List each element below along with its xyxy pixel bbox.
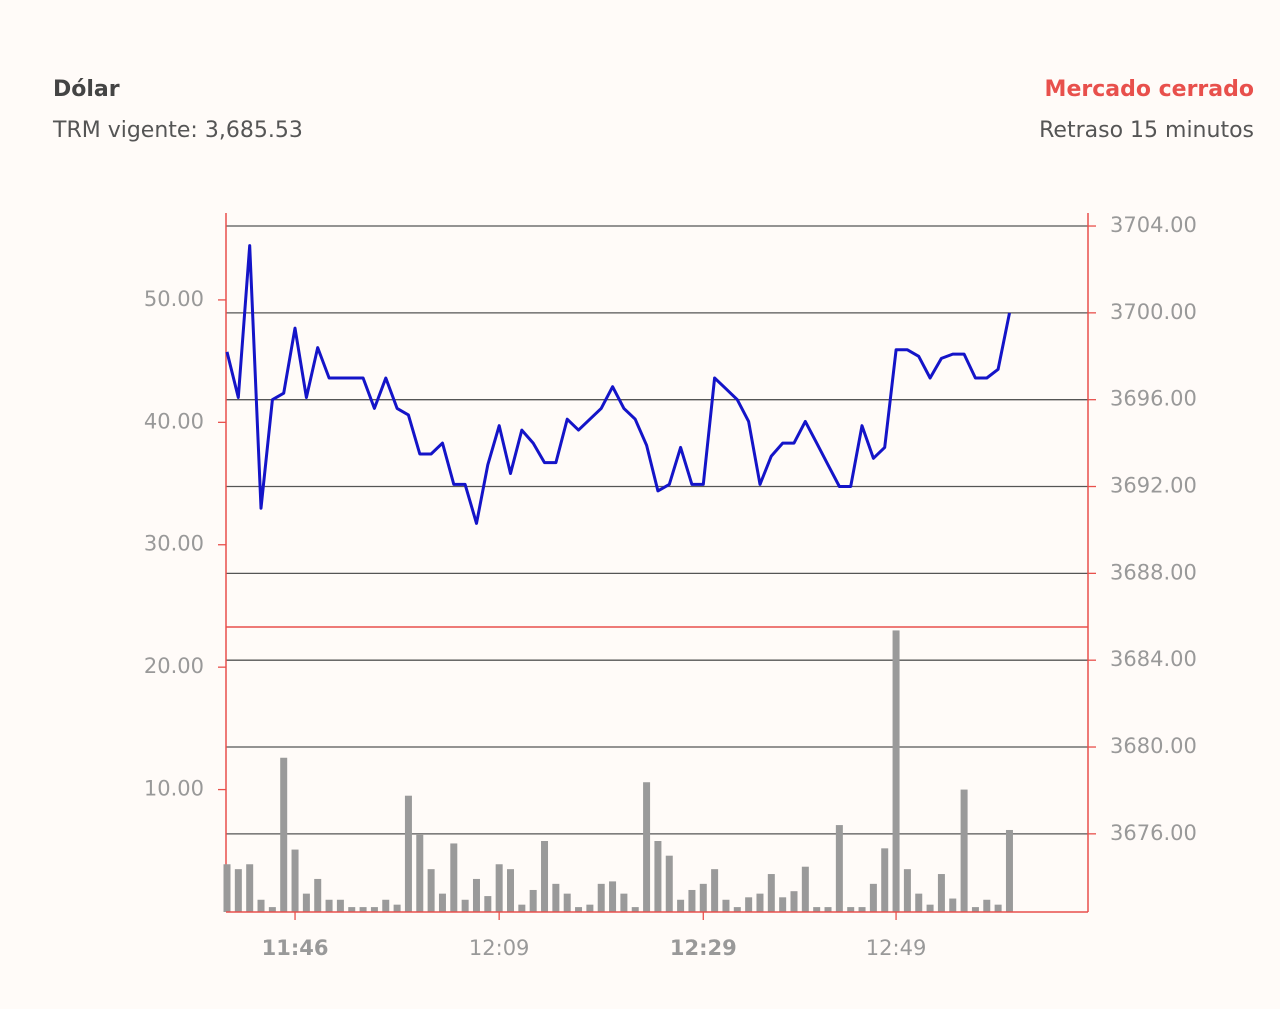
- volume-bar: [609, 881, 617, 912]
- volume-bar: [926, 904, 934, 912]
- volume-bar: [393, 904, 401, 912]
- volume-bar: [813, 907, 821, 912]
- volume-bar: [903, 869, 911, 912]
- volume-bar: [847, 907, 855, 912]
- volume-bar: [552, 883, 560, 912]
- volume-bar: [983, 899, 991, 912]
- y2-tick-label: 3700.00: [1110, 300, 1197, 324]
- volume-bar: [563, 893, 571, 912]
- volume-bar: [404, 795, 412, 912]
- y2-tick-label: 3704.00: [1110, 213, 1197, 237]
- volume-bar: [416, 834, 424, 912]
- y2-tick-label: 3684.00: [1110, 647, 1197, 671]
- delay-note: Retraso 15 minutos: [1039, 118, 1254, 143]
- volume-bar: [223, 864, 231, 912]
- volume-bar: [745, 897, 753, 912]
- price-line: [225, 244, 1011, 525]
- volume-bar: [336, 899, 344, 912]
- volume-bar: [960, 789, 968, 912]
- volume-bar: [541, 840, 549, 912]
- volume-bar: [597, 883, 605, 912]
- volume-bar: [631, 907, 639, 912]
- y2-tick-label: 3688.00: [1110, 560, 1197, 584]
- volume-bar: [937, 874, 945, 912]
- market-status: Mercado cerrado: [1045, 77, 1254, 102]
- volume-bar: [688, 889, 696, 912]
- volume-bar: [234, 869, 242, 912]
- volume-bar: [892, 630, 900, 912]
- y2-tick-label: 3680.00: [1110, 734, 1197, 758]
- volume-bar: [801, 866, 809, 912]
- volume-bar: [438, 893, 446, 912]
- x-tick-label: 12:09: [469, 936, 530, 960]
- volume-bar: [722, 899, 730, 912]
- volume-bar: [756, 893, 764, 912]
- volume-bar: [382, 899, 390, 912]
- volume-bar: [291, 849, 299, 912]
- title: Dólar: [53, 77, 120, 102]
- y-tick-label: 50.00: [144, 287, 204, 311]
- volume-bar: [767, 874, 775, 912]
- volume-bar: [790, 891, 798, 912]
- volume-bar: [881, 848, 889, 912]
- volume-bar: [869, 883, 877, 912]
- volume-bar: [665, 855, 673, 912]
- volume-bar: [302, 893, 310, 912]
- volume-bar: [280, 757, 288, 912]
- volume-bar: [949, 898, 957, 912]
- volume-bar: [699, 883, 707, 912]
- y2-tick-label: 3696.00: [1110, 387, 1197, 411]
- volume-bar: [495, 864, 503, 912]
- volume-bar: [575, 907, 583, 912]
- volume-bar: [835, 825, 843, 912]
- y2-tick-label: 3676.00: [1110, 821, 1197, 845]
- y-tick-label: 30.00: [144, 532, 204, 556]
- x-tick-label: 12:29: [670, 936, 737, 960]
- x-tick-label: 11:46: [262, 936, 329, 960]
- volume-bar: [915, 893, 923, 912]
- volume-bar: [314, 878, 322, 912]
- volume-bar: [1005, 829, 1013, 912]
- volume-bar: [359, 907, 367, 912]
- volume-bar: [461, 899, 469, 912]
- volume-bar: [858, 907, 866, 912]
- volume-bar: [711, 869, 719, 912]
- volume-bar: [427, 869, 435, 912]
- volume-bar: [348, 907, 356, 912]
- volume-bar: [484, 896, 492, 912]
- volume-bar: [268, 907, 276, 912]
- volume-bar: [507, 869, 514, 912]
- volume-bar: [586, 904, 594, 912]
- volume-bar: [518, 904, 526, 912]
- volume-bar: [529, 889, 537, 912]
- y-tick-label: 20.00: [144, 654, 204, 678]
- volume-bar: [994, 904, 1002, 912]
- volume-bar: [971, 907, 979, 912]
- volume-bar: [620, 893, 628, 912]
- subtitle: TRM vigente: 3,685.53: [52, 118, 303, 143]
- volume-bar: [325, 899, 333, 912]
- volume-bar: [824, 907, 832, 912]
- volume-bar: [257, 899, 265, 912]
- x-tick-label: 12:49: [866, 936, 927, 960]
- y2-tick-label: 3692.00: [1110, 474, 1197, 498]
- volume-bar: [370, 907, 378, 912]
- y-tick-label: 40.00: [144, 409, 204, 433]
- y-tick-label: 10.00: [144, 777, 204, 801]
- volume-bar: [643, 782, 651, 912]
- volume-bar: [779, 897, 787, 912]
- volume-bar: [733, 907, 741, 912]
- volume-bar: [654, 840, 662, 912]
- volume-bar: [246, 864, 254, 912]
- volume-bar: [677, 899, 685, 912]
- volume-bar: [472, 878, 480, 912]
- volume-bar: [450, 843, 458, 912]
